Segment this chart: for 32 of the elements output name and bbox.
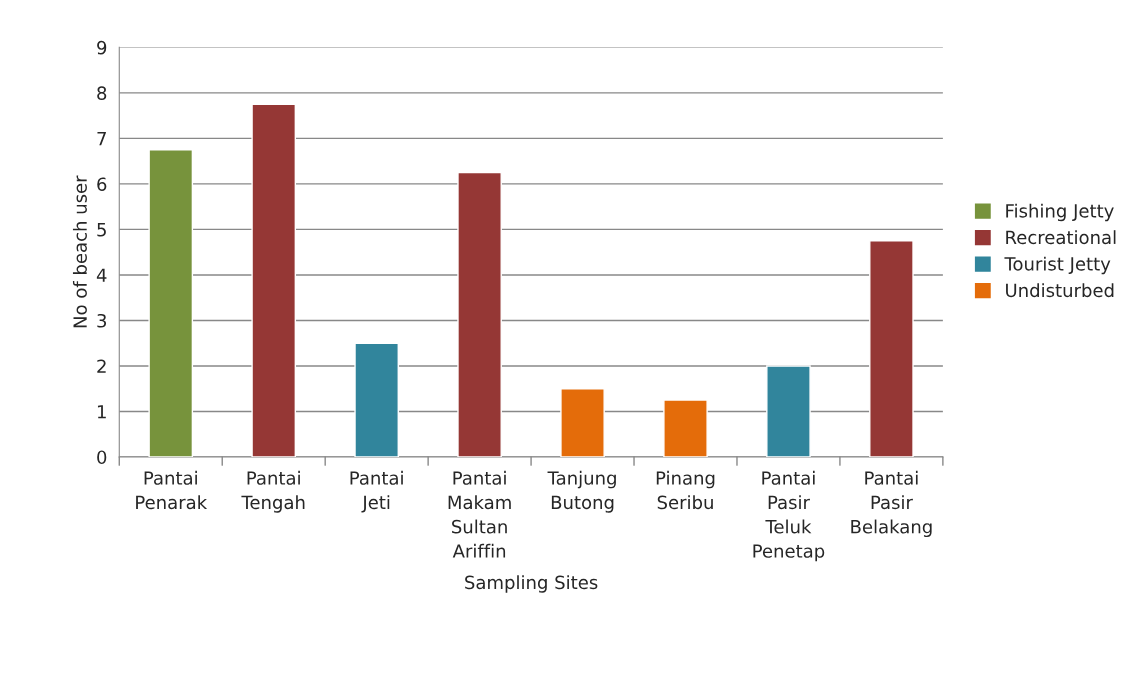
x-tick-label: Pantai Pasir Teluk Penetap	[753, 470, 825, 562]
y-tick-label: 7	[97, 132, 106, 146]
y-tick-label: 3	[97, 313, 107, 328]
x-tick-label: Pantai Pasir Belakang	[851, 470, 932, 538]
x-tick-label: Pantai Jeti	[350, 470, 403, 513]
y-tick-label: 9	[97, 40, 107, 55]
bar	[354, 342, 399, 457]
x-tick-label: Pantai Makam Sultan Ariffin	[448, 470, 511, 558]
y-tick-label: 1	[97, 405, 106, 419]
legend-label: Undisturbed	[1006, 283, 1114, 298]
bar	[148, 149, 194, 457]
bar	[457, 171, 502, 457]
y-tick-label: 0	[97, 450, 107, 465]
y-axis-title: No of beach user	[72, 175, 87, 328]
x-tick-label: Tanjung Butong	[547, 470, 616, 513]
y-tick-label: 6	[97, 177, 107, 192]
legend-label: Tourist Jetty	[1004, 256, 1111, 275]
y-tick-label: 2	[97, 359, 106, 373]
x-tick-label: Pantai Penarak	[136, 470, 208, 510]
y-tick-label: 4	[96, 268, 107, 282]
y-tick-label: 8	[97, 86, 107, 101]
x-tick-label: Pantai Tengah	[241, 470, 305, 513]
legend-label: Fishing Jetty	[1006, 203, 1114, 222]
bar	[766, 365, 811, 457]
bar	[663, 399, 708, 457]
bar	[869, 240, 914, 457]
bar	[251, 103, 297, 457]
x-tick-label: Pinang Seribu	[656, 470, 715, 510]
bar	[560, 388, 605, 457]
legend-label: Recreational	[1006, 230, 1116, 245]
x-axis-title: Sampling Sites	[465, 575, 598, 593]
y-tick-label: 5	[97, 223, 106, 237]
